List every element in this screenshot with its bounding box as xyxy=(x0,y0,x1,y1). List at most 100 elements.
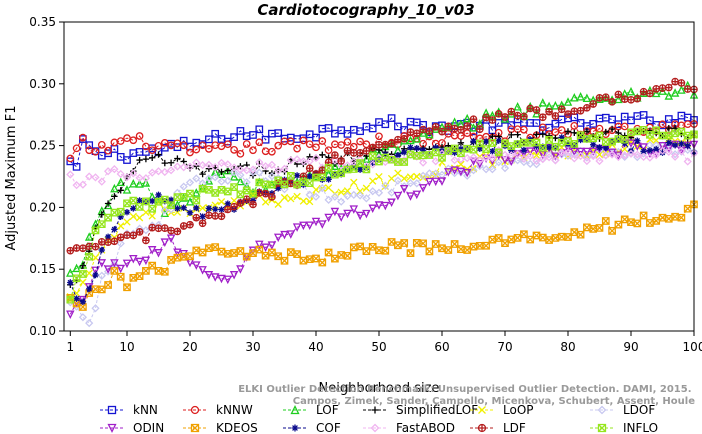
data-point xyxy=(129,136,138,145)
data-point xyxy=(318,137,327,145)
series-line xyxy=(69,142,695,315)
data-point xyxy=(192,174,201,183)
data-point xyxy=(570,93,579,102)
legend-label: kNN xyxy=(133,403,158,417)
data-point xyxy=(224,200,231,207)
data-point xyxy=(456,167,466,177)
data-point xyxy=(91,242,100,251)
data-point xyxy=(154,197,163,206)
data-point xyxy=(349,165,358,173)
data-point xyxy=(249,249,257,257)
data-point xyxy=(286,156,295,165)
data-point xyxy=(167,196,175,204)
series-line xyxy=(70,134,695,298)
data-point xyxy=(129,212,137,221)
data-point xyxy=(407,144,414,151)
data-point xyxy=(186,148,194,157)
data-point xyxy=(601,93,611,102)
data-point xyxy=(217,158,226,168)
y-axis-label: Adjusted Maximum F1 xyxy=(4,106,19,251)
data-point xyxy=(627,116,635,125)
data-point xyxy=(325,176,332,183)
data-point xyxy=(381,246,390,255)
data-point xyxy=(103,267,113,276)
data-point xyxy=(274,200,282,208)
data-point xyxy=(633,150,642,159)
data-point xyxy=(305,157,314,166)
data-point xyxy=(198,161,207,170)
data-point xyxy=(614,220,623,229)
data-point xyxy=(286,248,295,256)
data-point xyxy=(350,178,358,187)
data-point xyxy=(532,106,541,114)
data-point xyxy=(211,189,220,197)
data-point xyxy=(450,169,459,178)
data-point xyxy=(229,271,239,280)
data-point xyxy=(117,187,124,194)
data-point xyxy=(292,223,302,232)
data-point xyxy=(142,208,150,217)
data-point xyxy=(230,202,238,211)
data-point xyxy=(608,125,616,133)
data-point xyxy=(355,191,365,200)
legend-marker xyxy=(371,406,379,414)
data-point xyxy=(261,135,270,144)
data-point xyxy=(488,154,497,163)
data-point xyxy=(72,274,81,283)
data-point xyxy=(242,166,251,175)
data-point xyxy=(249,146,257,155)
data-point xyxy=(180,204,187,211)
data-point xyxy=(204,160,214,169)
legend-marker xyxy=(190,405,200,415)
data-point xyxy=(198,266,207,275)
data-point xyxy=(324,195,333,204)
data-point xyxy=(223,176,232,185)
data-point xyxy=(211,173,220,182)
data-point xyxy=(268,193,276,201)
data-point xyxy=(161,198,168,205)
y-tick-label: 0.15 xyxy=(29,262,56,276)
data-point xyxy=(532,151,541,159)
data-point xyxy=(646,89,654,98)
data-point xyxy=(444,246,453,254)
data-point xyxy=(664,214,673,223)
data-point xyxy=(469,242,478,251)
data-point xyxy=(249,197,257,204)
data-point xyxy=(91,304,100,313)
data-point xyxy=(236,165,245,174)
data-point xyxy=(634,137,641,144)
data-point xyxy=(532,231,541,240)
data-point xyxy=(368,242,377,251)
data-point xyxy=(299,136,308,145)
data-point xyxy=(431,240,440,248)
data-point xyxy=(343,209,352,219)
data-point xyxy=(343,251,352,260)
data-point xyxy=(507,235,516,244)
data-point xyxy=(557,232,566,241)
data-point xyxy=(513,111,522,120)
data-point xyxy=(267,172,277,181)
data-point xyxy=(155,191,162,199)
data-point xyxy=(607,150,617,159)
data-point xyxy=(608,98,616,106)
data-point xyxy=(185,197,195,206)
legend-label: LDOF xyxy=(623,403,655,417)
data-point xyxy=(249,189,257,198)
data-point xyxy=(331,254,339,263)
data-point xyxy=(192,196,201,205)
data-point xyxy=(311,192,321,201)
data-point xyxy=(268,147,276,156)
series-line xyxy=(70,144,695,324)
data-point xyxy=(299,157,308,166)
data-point xyxy=(488,235,497,244)
legend-label: KDEOS xyxy=(216,421,258,434)
data-point xyxy=(91,173,100,182)
data-point xyxy=(645,153,655,162)
data-point xyxy=(444,164,453,173)
data-point xyxy=(192,246,201,255)
data-point xyxy=(577,136,584,144)
data-point xyxy=(142,142,150,151)
data-point xyxy=(381,181,390,190)
data-point xyxy=(412,179,421,188)
data-point xyxy=(683,131,692,140)
